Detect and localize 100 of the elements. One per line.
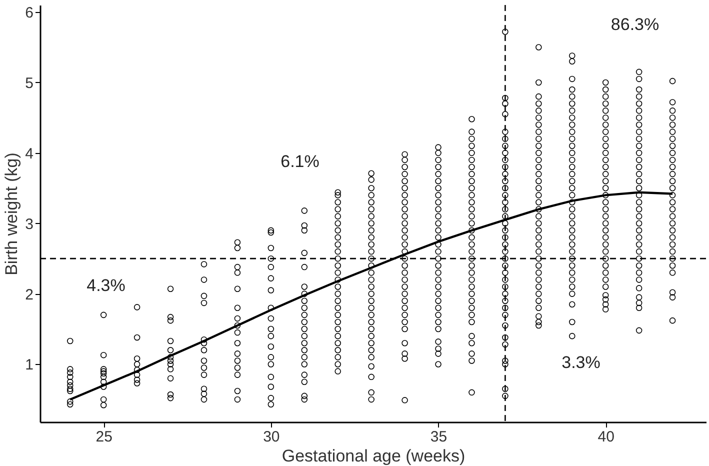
point: [66, 338, 74, 344]
point: [234, 372, 241, 378]
point: [301, 312, 308, 318]
point: [602, 170, 609, 178]
point: [568, 142, 576, 150]
point: [602, 185, 609, 192]
point: [200, 340, 208, 346]
point: [636, 270, 642, 276]
point: [536, 100, 542, 107]
point: [669, 317, 676, 324]
point: [100, 374, 107, 380]
point: [301, 222, 308, 229]
x-axis-title: Gestational age (weeks): [282, 446, 466, 466]
point: [502, 312, 508, 318]
point: [301, 361, 308, 368]
point: [669, 185, 676, 192]
point: [602, 150, 609, 156]
point: [301, 298, 308, 304]
y-axis-title: Birth weight (kg): [2, 152, 22, 276]
point: [636, 248, 642, 255]
point: [602, 93, 609, 100]
point: [435, 241, 442, 248]
point: [66, 401, 74, 408]
point: [468, 227, 475, 234]
point: [636, 76, 642, 82]
point: [536, 241, 542, 248]
point: [368, 374, 374, 380]
point: [200, 300, 208, 306]
point: [100, 396, 107, 403]
y-tick-label: 4: [25, 145, 34, 162]
point: [568, 220, 576, 226]
point: [636, 170, 642, 178]
point: [100, 370, 107, 377]
point: [502, 255, 508, 262]
point: [368, 312, 374, 318]
point: [669, 220, 676, 226]
point: [167, 358, 174, 364]
annotation: 86.3%: [610, 15, 660, 34]
point: [234, 270, 241, 276]
point: [334, 304, 341, 312]
point: [368, 270, 374, 276]
point: [167, 338, 174, 344]
point: [602, 241, 609, 248]
point: [636, 300, 642, 306]
point: [402, 199, 408, 206]
point: [502, 276, 508, 283]
point: [234, 396, 241, 403]
point: [502, 156, 508, 164]
point: [502, 248, 508, 255]
point: [636, 128, 642, 135]
point: [602, 86, 609, 93]
annotation: 6.1%: [280, 152, 320, 171]
point: [100, 352, 107, 358]
point: [602, 128, 609, 135]
point: [468, 156, 475, 164]
point: [368, 199, 374, 206]
point: [502, 185, 508, 192]
point: [636, 93, 642, 100]
point: [334, 234, 341, 241]
y-tick-label: 2: [25, 286, 34, 304]
point: [402, 255, 408, 262]
point: [402, 151, 408, 158]
point: [602, 306, 609, 312]
point: [468, 150, 475, 156]
point: [435, 346, 442, 352]
point: [402, 284, 408, 290]
point: [368, 276, 374, 283]
point: [568, 136, 576, 142]
point: [334, 368, 341, 374]
point: [636, 150, 642, 156]
point: [568, 213, 576, 220]
point: [502, 100, 508, 107]
point: [268, 244, 274, 252]
point: [669, 128, 676, 135]
point: [468, 192, 475, 198]
point: [402, 262, 408, 269]
point: [502, 227, 508, 234]
point: [636, 68, 642, 76]
point: [368, 241, 374, 248]
point: [234, 322, 241, 329]
point: [66, 388, 74, 394]
point: [435, 156, 442, 164]
point: [568, 86, 576, 93]
point: [536, 178, 542, 184]
point: [200, 261, 208, 268]
point: [536, 262, 542, 269]
point: [468, 170, 475, 178]
point: [568, 52, 576, 59]
point: [536, 44, 542, 50]
point: [636, 294, 642, 300]
point: [268, 354, 274, 360]
point: [200, 372, 208, 378]
point: [402, 234, 408, 241]
point: [602, 292, 609, 298]
point: [66, 370, 74, 376]
point: [268, 374, 274, 380]
point: [636, 206, 642, 212]
point: [568, 150, 576, 156]
point: [536, 248, 542, 255]
point: [669, 192, 676, 198]
